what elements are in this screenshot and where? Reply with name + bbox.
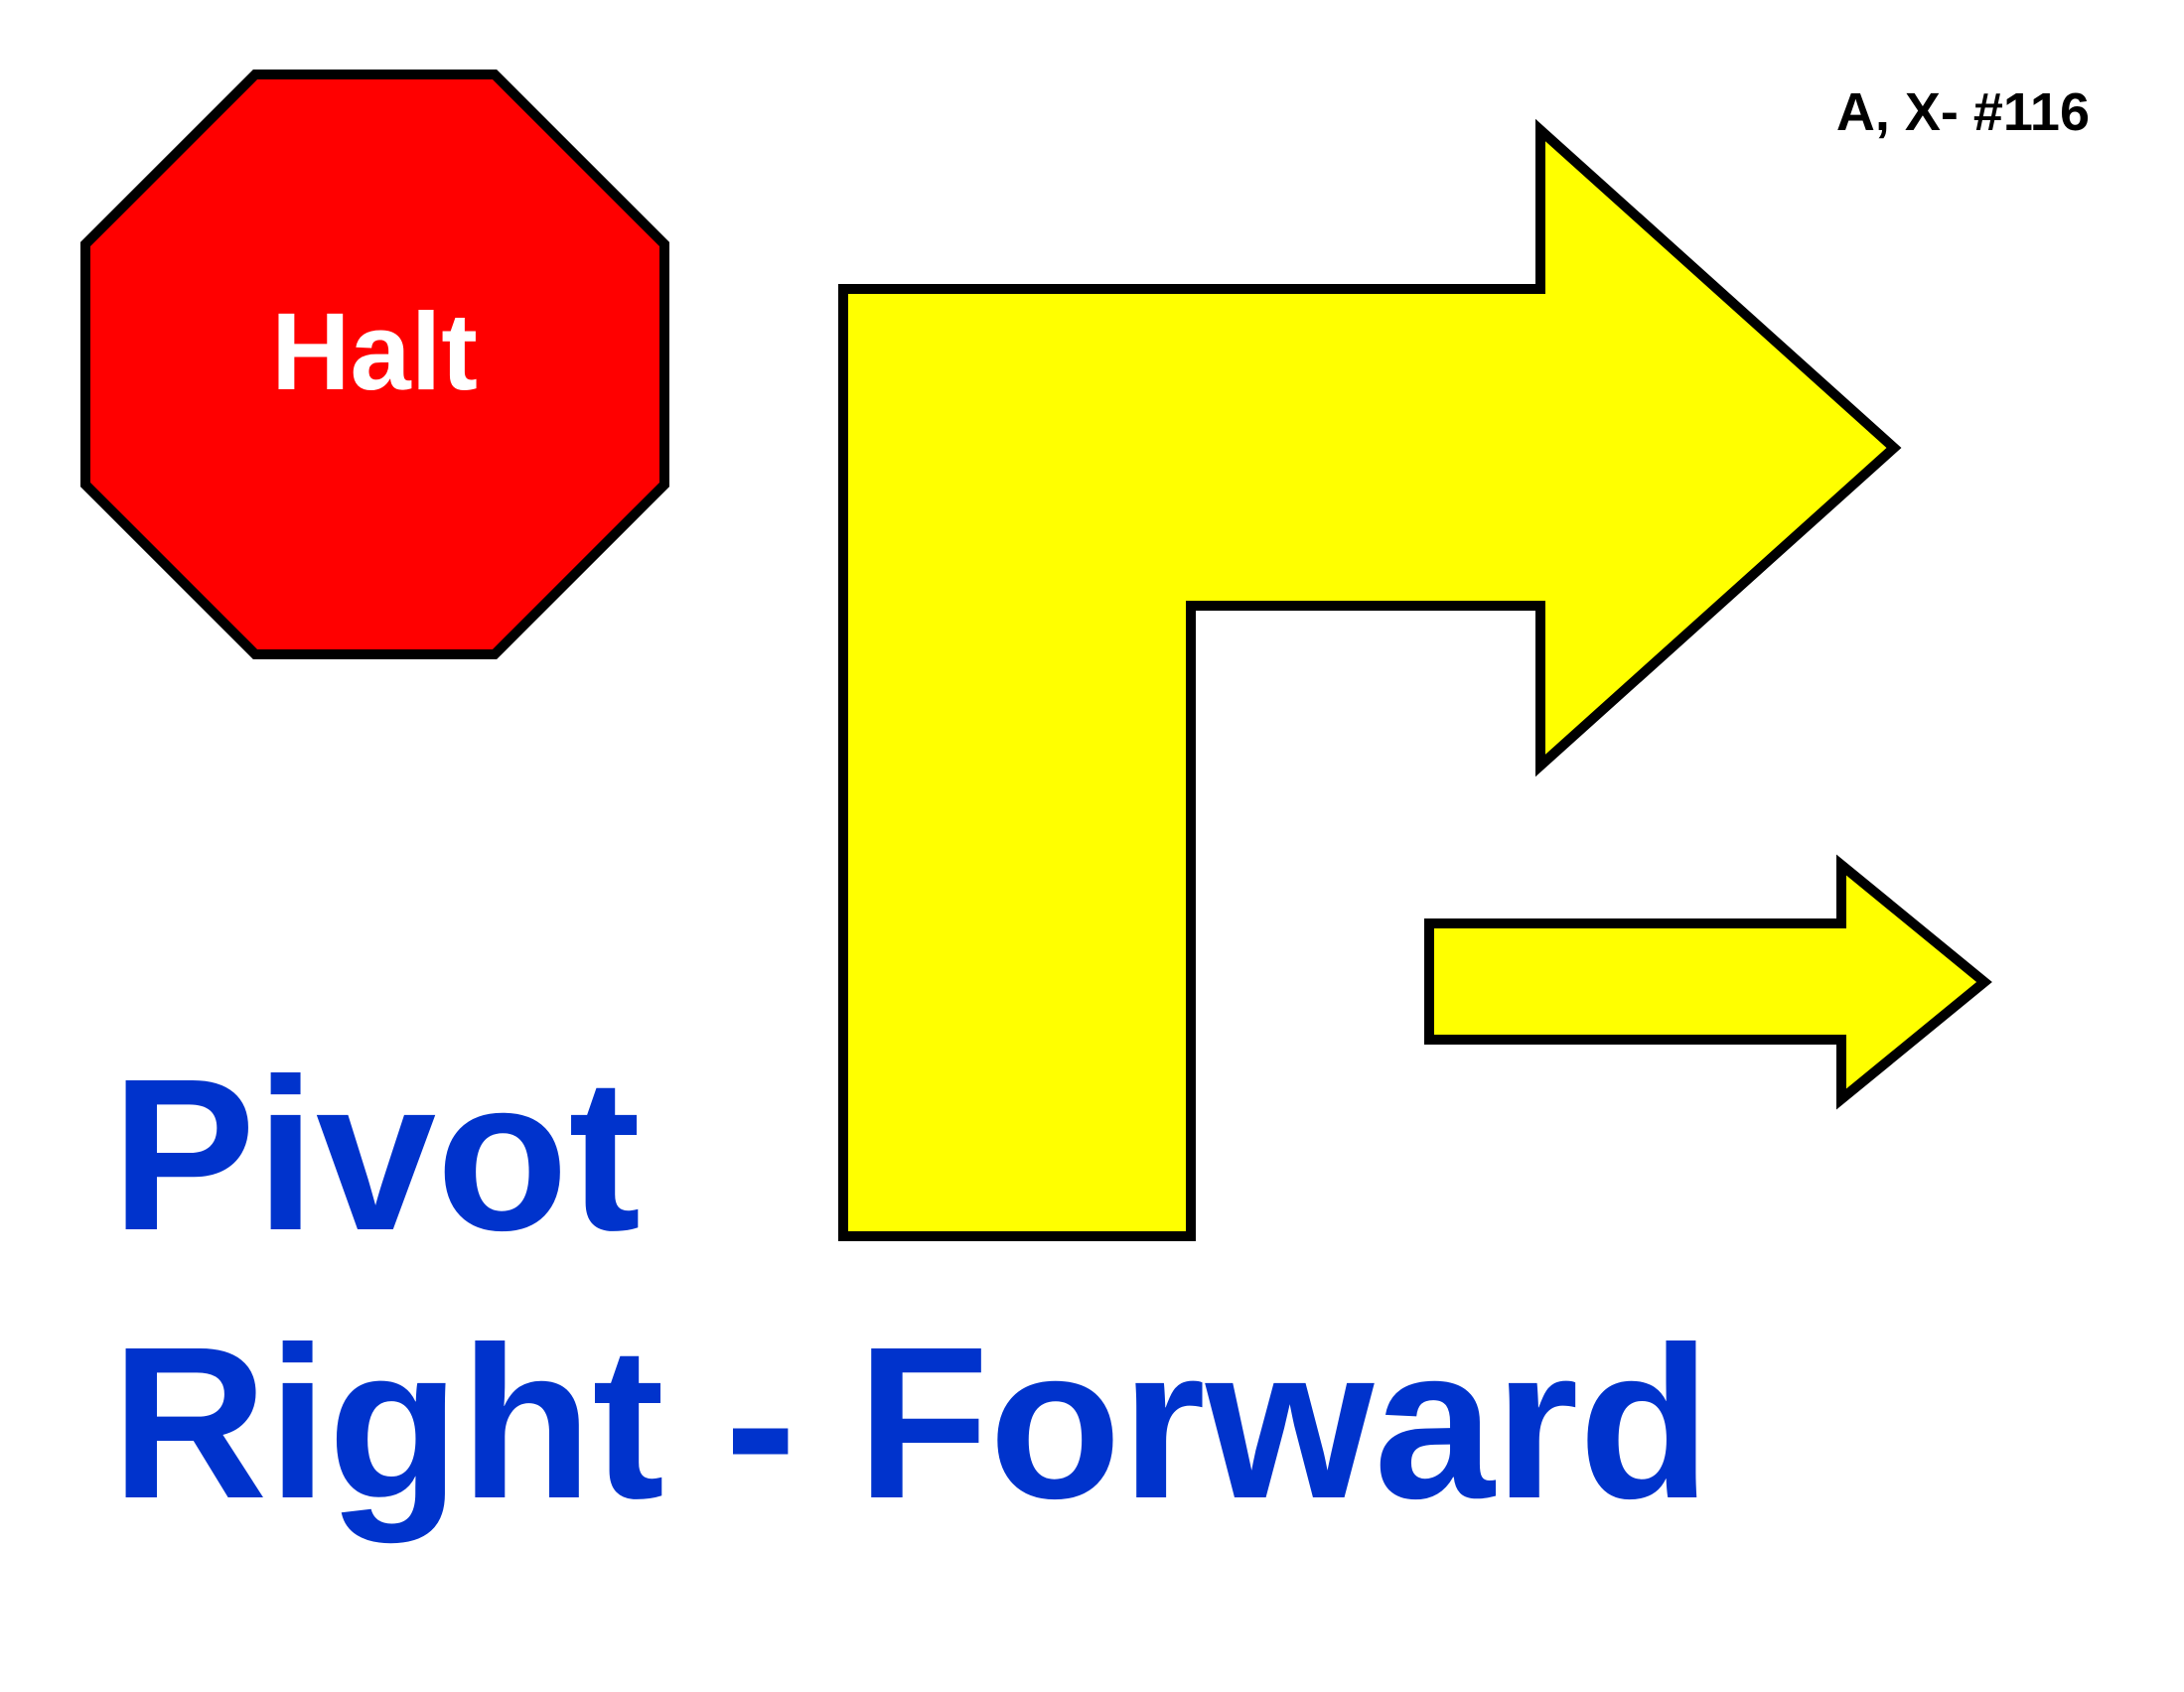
stop-octagon-icon	[80, 70, 669, 659]
sign-number: A, X- #116	[1835, 82, 2090, 142]
pivot-right-arrow-icon	[838, 118, 1902, 1241]
forward-arrow-icon	[1424, 854, 1992, 1110]
title-line-2: Right - Forward	[111, 1303, 1711, 1544]
title-line-1: Pivot	[111, 1035, 641, 1276]
halt-label: Halt	[271, 291, 478, 413]
